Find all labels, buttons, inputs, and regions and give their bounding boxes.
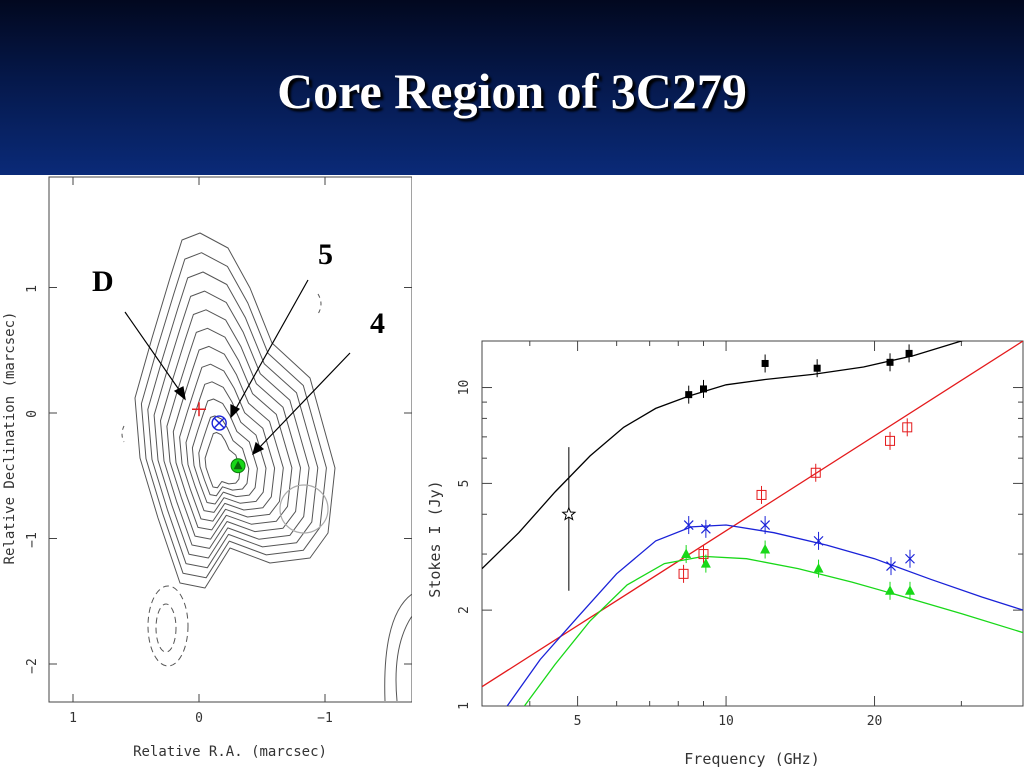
spectrum-x-tick-label: 5	[574, 714, 582, 729]
spectrum-fit-line-3	[506, 524, 1023, 706]
arrow-5-head	[230, 404, 241, 419]
map-contour	[191, 398, 258, 505]
label-5: 5	[318, 238, 333, 271]
spectrum-point-filled-triangle	[885, 585, 896, 595]
spectrum-fit-line-0	[482, 341, 964, 570]
spectrum-y-tick-label: 10	[457, 380, 472, 396]
spectrum-point-filled-square	[761, 359, 769, 367]
spectrum-ticks	[482, 341, 1024, 707]
map-contour	[179, 363, 276, 522]
slide-title: Core Region of 3C279	[277, 63, 747, 119]
map-y-tick-label: −1	[25, 532, 40, 548]
spectrum-fit-line-2	[482, 341, 1023, 688]
spectrum-plot-frame	[481, 340, 1024, 707]
map-contour	[140, 252, 327, 579]
spectrum-point-filled-square	[813, 364, 821, 372]
map-x-tick-label: 1	[69, 711, 77, 726]
spectrum-data-points	[561, 344, 915, 600]
label-D: D	[92, 265, 114, 298]
negative-contour	[121, 425, 125, 443]
spectrum-point-open-square	[810, 467, 821, 478]
spectrum-y-axis-label: Stokes I (Jy)	[426, 480, 444, 597]
spectrum-x-tick-label: 20	[867, 714, 883, 729]
spectrum-point-filled-square	[699, 385, 707, 393]
spectrum-fit-lines	[482, 341, 1023, 706]
map-ticks	[49, 177, 412, 702]
spectrum-point-open-square	[698, 549, 709, 560]
spectrum-point-filled-triangle	[700, 558, 711, 568]
map-contour	[204, 432, 241, 489]
component-D-plus	[192, 402, 206, 417]
component-markers	[192, 402, 246, 474]
spectrum-point-filled-square	[905, 349, 913, 357]
spectrum-point-open-square	[756, 489, 767, 500]
map-contour	[147, 271, 319, 569]
spectrum-fit-line-4	[523, 555, 1023, 706]
spectrum-y-tick-label: 5	[457, 479, 472, 487]
spectrum-point-filled-triangle	[760, 544, 771, 554]
spectrum-x-tick-label: 10	[718, 714, 734, 729]
edge-contour	[395, 615, 412, 702]
map-frame	[48, 176, 412, 703]
map-y-axis-label: Relative Declination (marcsec)	[2, 312, 18, 565]
map-contour	[185, 381, 267, 513]
contour-map: 1 0 −1 1 0 −1 −2 Relative R.A. (marcsec)…	[2, 176, 412, 760]
spectrum-point-x-cross	[886, 561, 896, 572]
negative-contour	[147, 585, 189, 667]
negative-contour	[155, 603, 177, 653]
map-contour	[172, 345, 284, 531]
map-contours	[121, 232, 412, 702]
negative-contour	[317, 293, 322, 315]
map-x-tick-labels: 1 0 −1	[69, 711, 333, 726]
map-x-tick-label: −1	[317, 711, 333, 726]
spectrum-y-tick-label: 1	[457, 702, 472, 710]
arrow-D	[124, 311, 183, 395]
spectrum-point-x-cross	[905, 553, 915, 564]
spectrum-point-filled-triangle	[813, 563, 824, 573]
arrow-4	[256, 352, 351, 451]
label-4: 4	[370, 307, 385, 340]
edge-contour	[384, 593, 412, 702]
spectrum-point-x-cross	[813, 535, 824, 546]
map-y-tick-label: 0	[25, 410, 40, 418]
spectrum-point-open-square	[902, 422, 913, 433]
spectrum-tick-labels: 5 10 20 1 2 5 10	[457, 380, 882, 729]
spectrum-point-x-cross	[700, 523, 711, 534]
map-x-tick-label: 0	[195, 711, 203, 726]
spectrum-point-filled-square	[886, 358, 894, 366]
map-contour	[198, 415, 250, 497]
arrow-4-head	[252, 441, 265, 456]
spectrum-point-x-cross	[683, 520, 694, 530]
spectrum-point-filled-square	[685, 391, 693, 399]
component-4-triangle	[230, 458, 246, 474]
spectrum-point-open-square	[678, 568, 689, 579]
arrow-5	[233, 279, 309, 413]
beam-circle	[279, 484, 329, 534]
map-y-tick-label: 1	[25, 285, 40, 293]
spectrum-point-open-star	[561, 506, 577, 521]
spectrum-y-tick-label: 2	[457, 606, 472, 614]
annotation-arrows	[124, 279, 351, 456]
map-y-tick-label: −2	[25, 658, 40, 674]
spectrum-point-x-cross	[760, 520, 771, 530]
arrow-D-head	[173, 386, 186, 401]
map-x-axis-label: Relative R.A. (marcsec)	[133, 744, 327, 760]
map-y-tick-labels: 1 0 −1 −2	[25, 285, 40, 674]
spectrum-x-axis-label: Frequency (GHz)	[684, 750, 819, 768]
component-5-circled-x	[211, 415, 227, 431]
map-contour	[153, 290, 310, 559]
spectrum-point-filled-triangle	[904, 585, 915, 595]
spectrum-point-filled-triangle	[681, 548, 692, 559]
slide-header: Core Region of 3C279	[0, 0, 1024, 175]
spectrum-point-open-square	[885, 435, 896, 446]
spectrum-chart: 5 10 20 1 2 5 10 Frequency (GHz) Stokes I (Jy)	[426, 340, 1024, 768]
map-contour	[160, 309, 301, 549]
